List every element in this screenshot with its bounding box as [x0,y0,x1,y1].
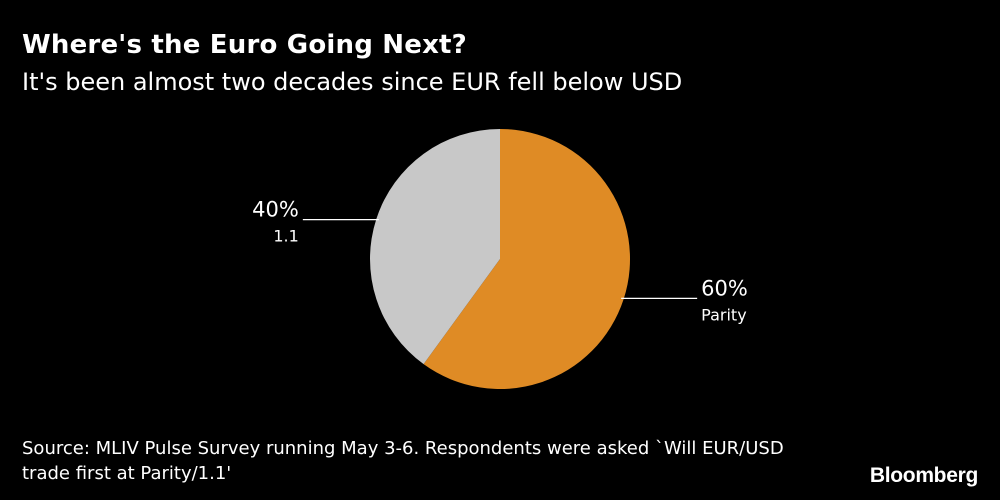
chart-subtitle: It's been almost two decades since EUR f… [22,68,683,96]
source-note: Source: MLIV Pulse Survey running May 3-… [22,438,784,484]
pie-slice-1-1 [370,129,500,365]
slice-value-label: 60% [701,276,748,300]
slice-category-label: 1.1 [273,227,298,246]
slice-value-label: 40% [252,198,299,222]
chart-title: Where's the Euro Going Next? [22,30,467,60]
bloomberg-logo: Bloomberg [869,464,978,487]
pie-slice-parity [423,129,631,389]
slice-category-label: Parity [701,305,747,324]
